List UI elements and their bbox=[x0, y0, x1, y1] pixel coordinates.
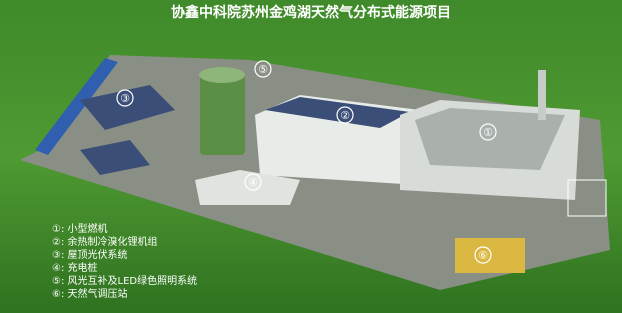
marker-label: ② bbox=[340, 109, 350, 122]
tank bbox=[200, 75, 245, 155]
legend-item: ⑥: 天然气调压站 bbox=[52, 287, 128, 300]
tank-top bbox=[199, 67, 245, 83]
chimney bbox=[538, 70, 546, 120]
scene: 协鑫中科院苏州金鸡湖天然气分布式能源项目 ①: 小型燃机②: 余热制冷溴化锂机组… bbox=[0, 0, 622, 313]
legend-item: ①: 小型燃机 bbox=[52, 222, 108, 235]
title: 协鑫中科院苏州金鸡湖天然气分布式能源项目 bbox=[171, 4, 451, 21]
legend-item: ④: 充电桩 bbox=[52, 261, 98, 274]
marker-label: ① bbox=[483, 126, 493, 139]
legend-item: ⑤: 风光互补及LED绿色照明系统 bbox=[52, 274, 197, 287]
legend-item: ③: 屋顶光伏系统 bbox=[52, 248, 128, 261]
legend-item: ②: 余热制冷溴化锂机组 bbox=[52, 235, 158, 248]
gas-station bbox=[455, 238, 525, 273]
marker-label: ④ bbox=[248, 176, 258, 189]
marker-label: ⑤ bbox=[258, 63, 268, 76]
marker-label: ③ bbox=[120, 92, 130, 105]
marker-label: ⑥ bbox=[478, 249, 488, 262]
